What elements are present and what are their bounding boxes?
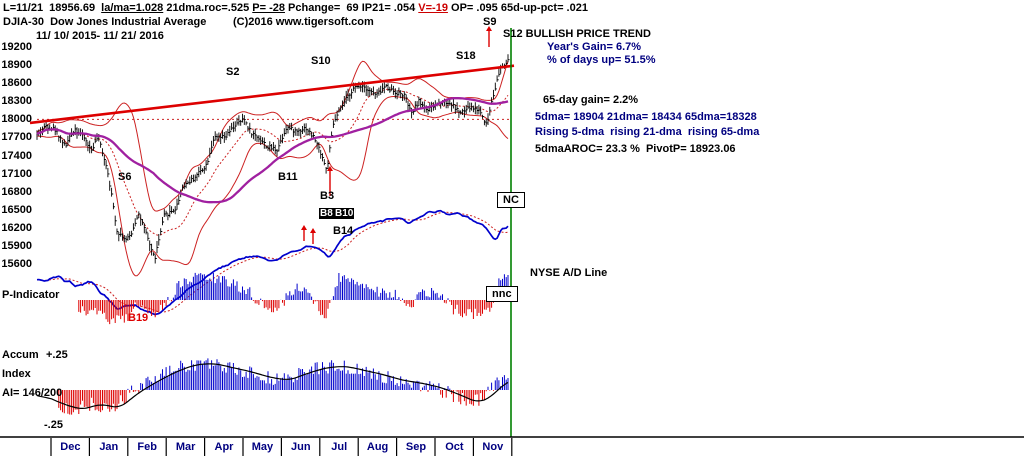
month-label-dec: Dec (60, 441, 81, 453)
annotation-s9: S9 (483, 16, 497, 28)
month-label-oct: Oct (445, 441, 464, 453)
status-line: L=11/21 18956.69 la/ma=1.028 21dma.roc=.… (3, 2, 588, 14)
status-segment: 21dma.roc=.525 (163, 2, 253, 14)
annotation-b8: B8 (319, 208, 334, 219)
status-segment: Pchange= 69 IP21= .054 (284, 2, 419, 14)
annotation-s18: S18 (456, 50, 476, 62)
price-tick-15600: 15600 (1, 258, 32, 270)
price-tick-17100: 17100 (1, 167, 32, 180)
price-tick-16800: 16800 (1, 185, 32, 198)
price-tick-18600: 18600 (1, 77, 32, 90)
annotation-65-day-gain-2-2-: 65-day gain= 2.2% (543, 94, 639, 106)
annotation-s2: S2 (226, 66, 240, 78)
month-label-sep: Sep (405, 441, 427, 453)
price-tick-16500: 16500 (1, 203, 32, 216)
price-tick-18900: 18900 (1, 59, 32, 72)
annotation--25: +.25 (46, 349, 68, 361)
annotation-nc: NC (497, 192, 525, 208)
annotation--25: -.25 (44, 419, 63, 431)
annotation-5dmaaroc-23-3-pivotp-18923-06: 5dmaAROC= 23.3 % PivotP= 18923.06 (535, 143, 736, 155)
price-tick-19200: 19200 (1, 41, 32, 53)
month-label-mar: Mar (175, 441, 196, 453)
month-label-may: May (251, 441, 274, 453)
annotation-accum: Accum (2, 349, 39, 361)
date-range: 11/ 10/ 2015- 11/ 21/ 2016 (36, 30, 164, 42)
annotation-s6: S6 (118, 171, 132, 183)
annotation-nnc: nnc (486, 286, 518, 302)
symbol-title: DJIA-30 Dow Jones Industrial Average (3, 16, 207, 28)
annotation-b19: B19 (128, 312, 149, 324)
month-label-nov: Nov (482, 441, 504, 453)
annotation-year-s-gain-6-7-: Year's Gain= 6.7% (547, 41, 642, 53)
price-tick-18000: 18000 (1, 113, 32, 126)
price-tick-18300: 18300 (1, 95, 32, 108)
status-segment: V=-19 (418, 2, 448, 14)
price-tick-16200: 16200 (1, 221, 32, 234)
status-segment: L=11/21 18956.69 (3, 2, 102, 14)
annotation--of-days-up-51-5-: % of days up= 51.5% (547, 54, 656, 66)
month-label-jan: Jan (99, 441, 119, 453)
status-segment: P= -28 (252, 2, 285, 14)
month-label-jul: Jul (331, 441, 348, 453)
annotation-index: Index (2, 368, 31, 380)
annotation-b3: B3 (320, 190, 335, 202)
status-segment: la/ma=1.028 (101, 2, 164, 14)
annotation-b11: B11 (278, 171, 298, 183)
copyright-text: (C)2016 www.tigersoft.com (233, 16, 374, 28)
annotation-b14: B14 (333, 225, 354, 237)
month-label-feb: Feb (137, 441, 157, 453)
annotation-s12-bullish-price-trend: S12 BULLISH PRICE TREND (503, 28, 651, 40)
price-tick-17400: 17400 (1, 149, 32, 162)
annotation-ai-146-200: AI= 146/200 (2, 387, 63, 399)
annotation-p-indicator: P-Indicator (2, 289, 60, 301)
price-tick-17700: 17700 (1, 131, 32, 144)
month-label-jun: Jun (291, 441, 311, 453)
price-tick-15900: 15900 (1, 239, 32, 252)
month-label-aug: Aug (366, 441, 389, 453)
annotation-s10: S10 (311, 55, 331, 67)
annotation-b10: B10 (334, 208, 355, 219)
status-segment: OP= .095 65d-up-pct= .021 (447, 2, 588, 14)
annotation-5dma-18904-21dma-18434-65dma-18328: 5dma= 18904 21dma= 18434 65dma=18328 (535, 111, 757, 123)
annotation-rising-5-dma-rising-21-dma-rising-65-dma: Rising 5-dma rising 21-dma rising 65-dma (535, 126, 760, 138)
month-label-apr: Apr (214, 441, 234, 453)
annotation-nyse-a-d-line: NYSE A/D Line (530, 267, 608, 279)
